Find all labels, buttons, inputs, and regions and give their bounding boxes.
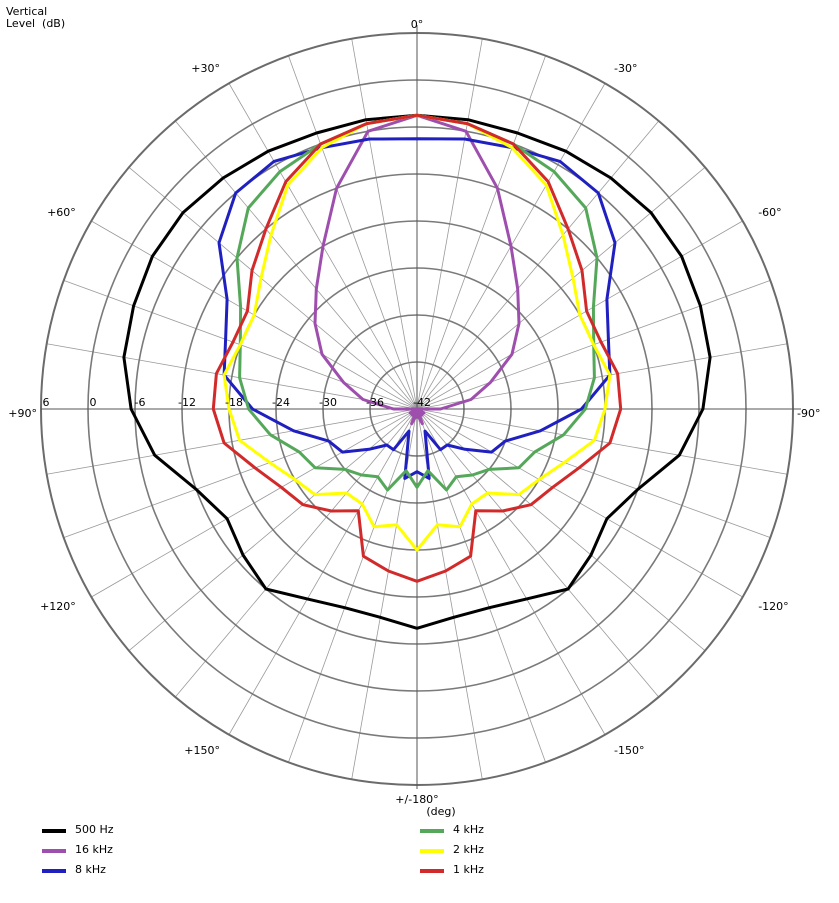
chart-title-line2: Level (dB) bbox=[6, 17, 66, 30]
legend-swatch bbox=[42, 829, 66, 833]
legend-swatch bbox=[420, 849, 444, 853]
angle-label: +90° bbox=[8, 407, 37, 420]
polar-labels: 6 0 -6 -12 -18 -24 -30 -36 -42 0° +30° +60° +90° +120… bbox=[8, 18, 820, 818]
trace-1-khz bbox=[211, 113, 623, 583]
chart-title-line1: Vertical bbox=[6, 5, 48, 18]
r-tick-label: -12 bbox=[178, 396, 196, 409]
legend-label: 2 kHz bbox=[453, 843, 484, 856]
legend-label: 1 kHz bbox=[453, 863, 484, 876]
angle-label: +120° bbox=[40, 600, 76, 613]
legend-swatch bbox=[42, 869, 66, 873]
legend-swatch bbox=[420, 829, 444, 833]
trace-16-khz bbox=[313, 113, 521, 426]
legend-swatch bbox=[42, 849, 66, 853]
chart-title: Vertical Level (dB) bbox=[6, 6, 65, 30]
angle-label: -150° bbox=[614, 744, 644, 757]
r-tick-label: -6 bbox=[135, 396, 146, 409]
legend-label: 4 kHz bbox=[453, 823, 484, 836]
angle-label: -90° bbox=[797, 407, 820, 420]
legend-label: 8 kHz bbox=[75, 863, 106, 876]
legend-item: 500 Hz bbox=[42, 823, 162, 837]
legend-item: 2 kHz bbox=[420, 843, 540, 857]
legend-label: 500 Hz bbox=[75, 823, 114, 836]
polar-grid bbox=[40, 25, 801, 789]
trace-2-khz bbox=[222, 113, 612, 552]
r-tick-label: -24 bbox=[272, 396, 290, 409]
angle-label: -30° bbox=[614, 62, 637, 75]
r-tick-label: 6 bbox=[43, 396, 50, 409]
r-tick-label: -30 bbox=[319, 396, 337, 409]
trace-4-khz bbox=[235, 113, 599, 492]
polar-traces bbox=[122, 113, 712, 630]
trace-8-khz bbox=[217, 137, 617, 480]
legend-label: 16 kHz bbox=[75, 843, 113, 856]
angle-label: +30° bbox=[191, 62, 220, 75]
r-tick-label: 0 bbox=[90, 396, 97, 409]
r-tick-label: -18 bbox=[225, 396, 243, 409]
unit-label: (deg) bbox=[426, 805, 455, 818]
legend-item: 4 kHz bbox=[420, 823, 540, 837]
angle-label: 0° bbox=[411, 18, 424, 31]
legend-item: 16 kHz bbox=[42, 843, 162, 857]
angle-label: -60° bbox=[758, 206, 781, 219]
angle-label: +/-180° bbox=[395, 793, 438, 806]
trace-500-hz bbox=[122, 113, 712, 630]
angle-label: +60° bbox=[47, 206, 76, 219]
legend-swatch bbox=[420, 869, 444, 873]
r-tick-label: -42 bbox=[413, 396, 431, 409]
r-tick-label: -36 bbox=[366, 396, 384, 409]
angle-label: -120° bbox=[758, 600, 788, 613]
legend-item: 1 kHz bbox=[420, 863, 540, 877]
legend-item: 8 kHz bbox=[42, 863, 162, 877]
angle-label: +150° bbox=[184, 744, 220, 757]
